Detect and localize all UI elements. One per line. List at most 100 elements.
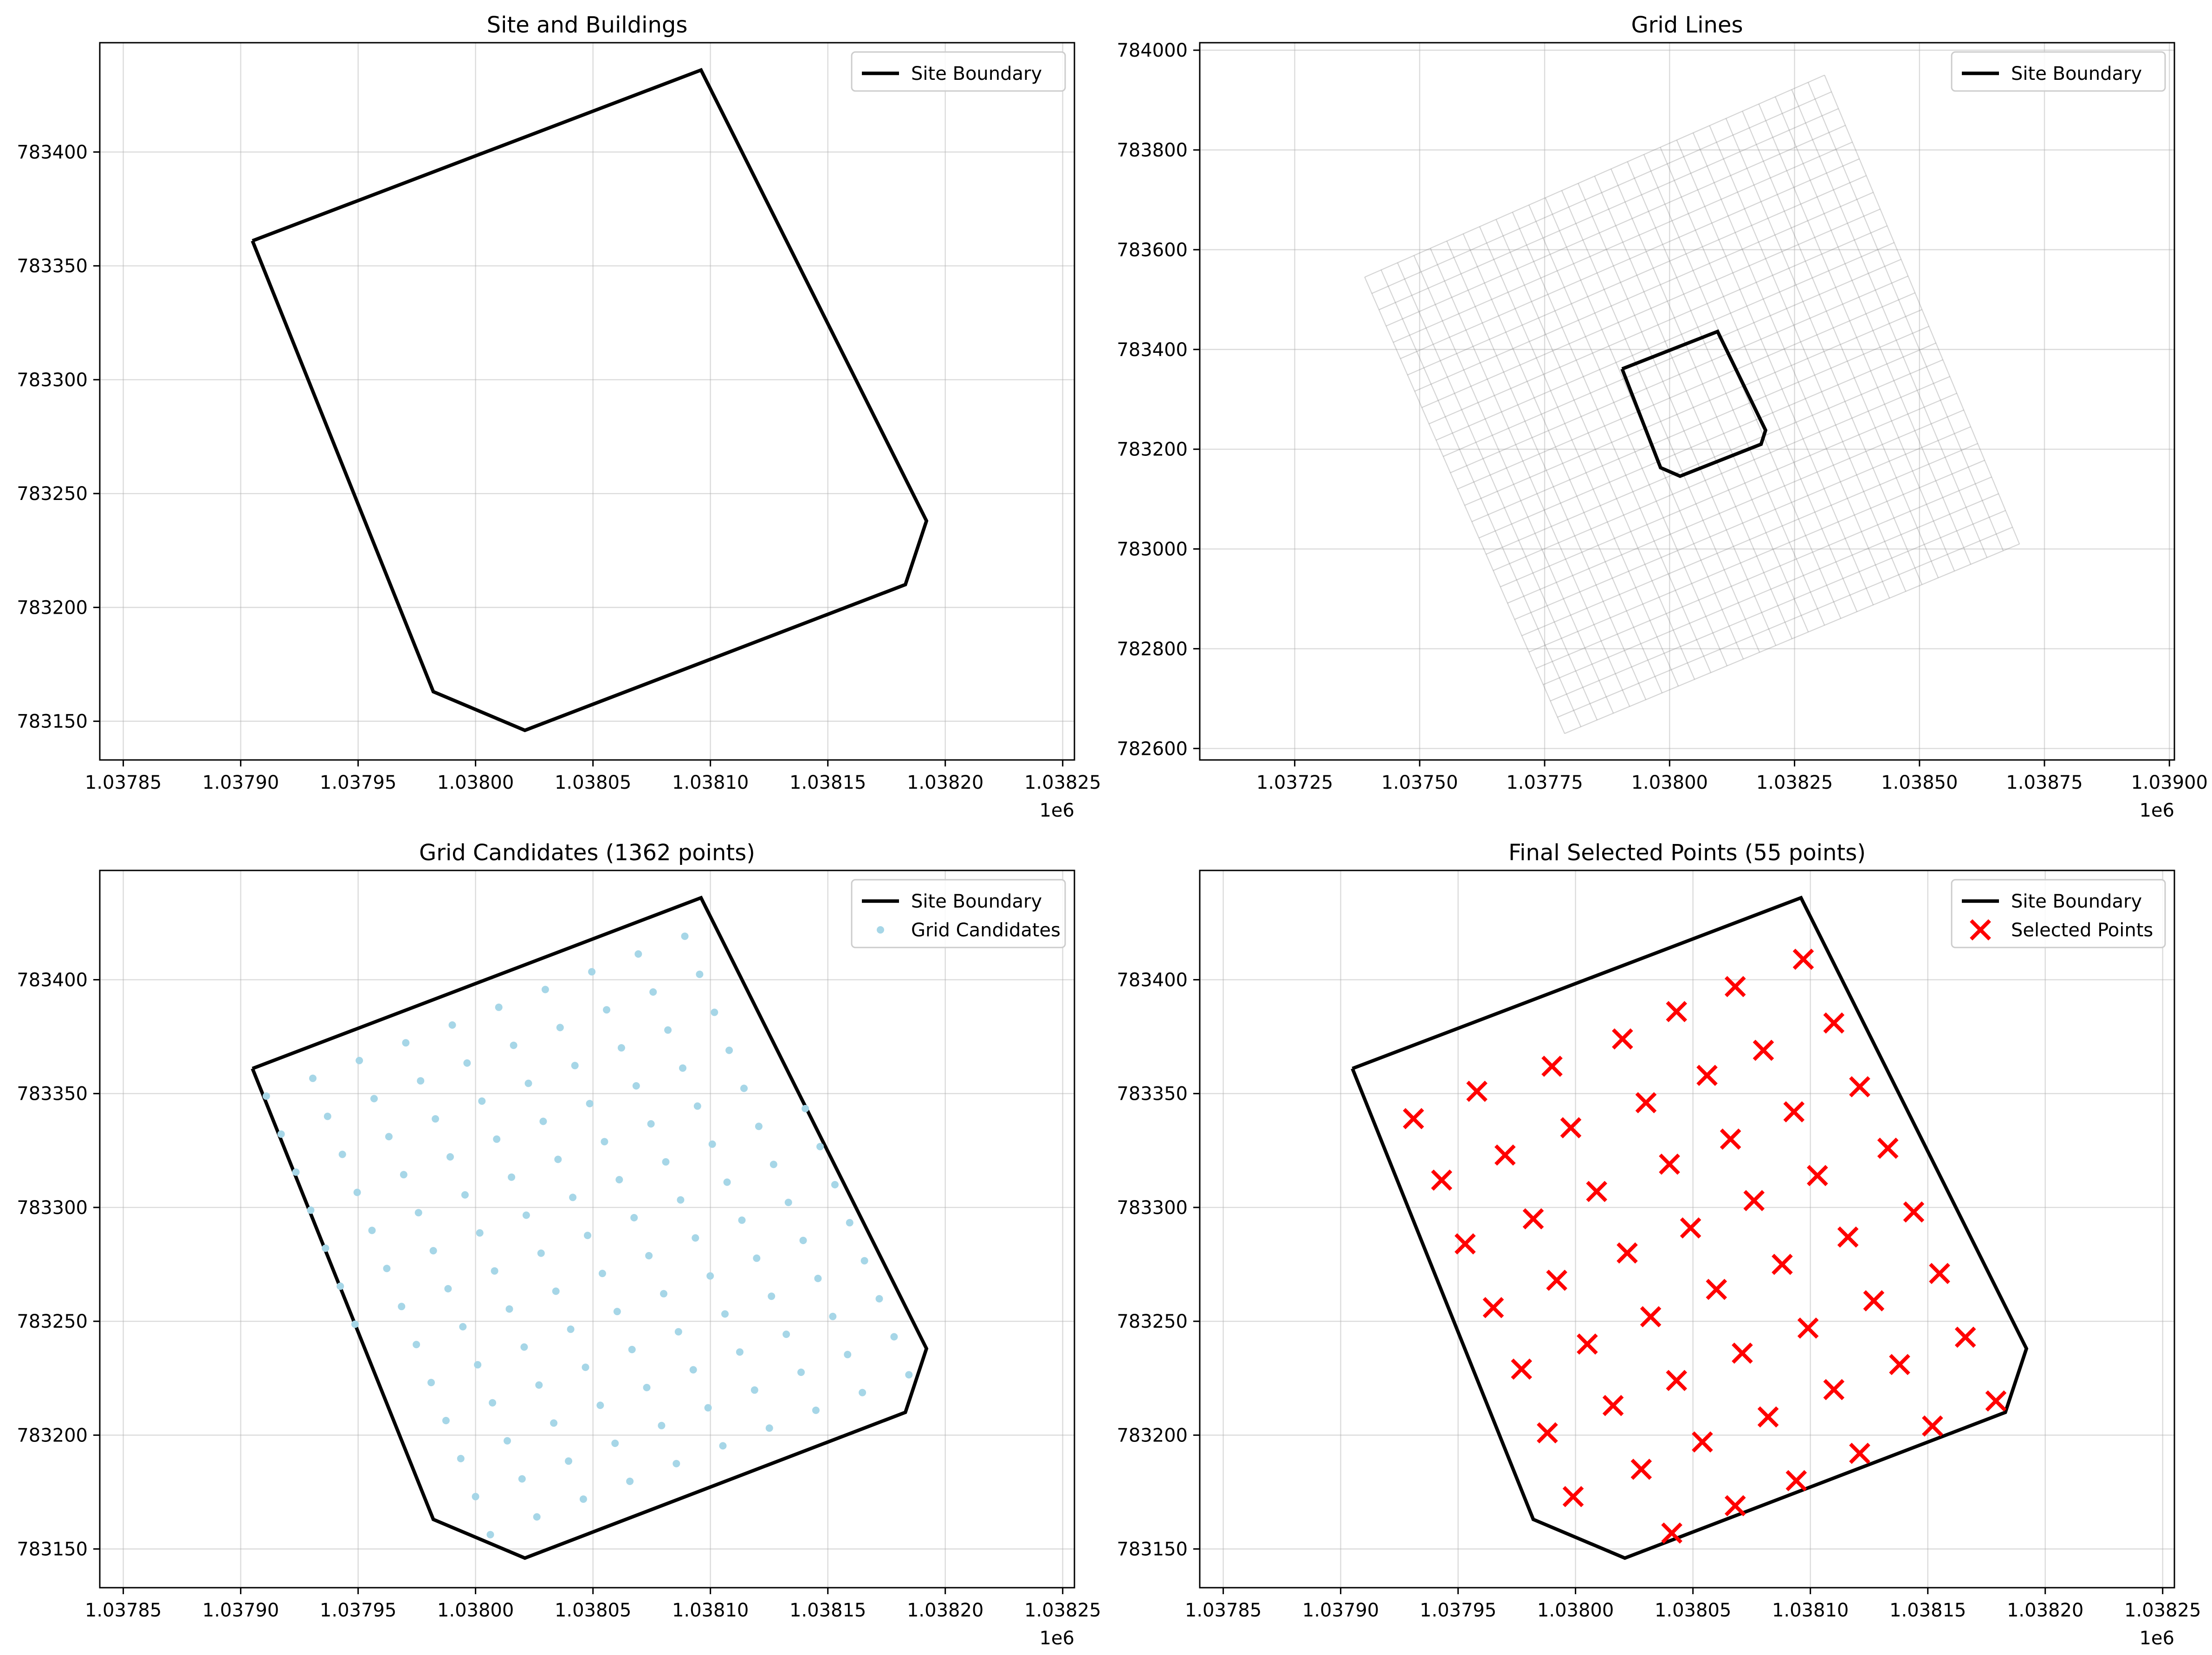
legend-label: Selected Points	[2011, 920, 2153, 941]
selected-point-41	[1929, 1263, 1950, 1284]
rotated-grid-line-a-14	[1594, 175, 1793, 639]
selected-point-50	[1724, 1495, 1746, 1517]
rotated-grid-line-a-18	[1660, 147, 1858, 612]
grid-candidate-point-93	[647, 1120, 655, 1128]
selected-point-51	[1785, 1470, 1807, 1492]
grid-candidate-point-56	[478, 1097, 486, 1105]
selected-point-stroke-b	[1659, 1153, 1680, 1175]
grid-candidate-point-96	[603, 1006, 610, 1014]
y-axis: 783150 783200 783250 783300 783350 783400	[1117, 969, 1200, 1560]
grid-candidate-point-77	[645, 1252, 653, 1259]
x-axis: 1.03725 1.03750 1.03775 1.03800 1.03825 1.038…	[1256, 760, 2208, 821]
selected-point-stroke-b	[1541, 1055, 1563, 1077]
rotated-grid-line-a-12	[1561, 190, 1760, 653]
grid-candidate-point-114	[814, 1274, 822, 1282]
selected-point-13	[1823, 1012, 1845, 1034]
rotated-grid-line-a-4	[1429, 248, 1630, 707]
legend-box	[1951, 51, 2166, 92]
x-offset-label: 1e6	[2139, 1628, 2174, 1649]
grid-candidate-point-2	[322, 1244, 330, 1252]
selected-point-stroke-b	[1807, 1165, 1828, 1187]
x-tick-label-3: 1.03800	[437, 772, 514, 793]
grid-candidate-point-36	[535, 1381, 543, 1389]
x-tick-label-4: 1.03805	[555, 772, 631, 793]
rotated-grid-line-a-21	[1709, 125, 1907, 592]
grid-candidate-point-48	[596, 1402, 604, 1409]
grid-candidate-point-109	[649, 988, 657, 996]
selected-point-stroke-b	[1985, 1390, 2007, 1412]
grid-candidate-point-103	[738, 1216, 746, 1224]
selected-point-19	[1783, 1101, 1805, 1123]
selected-point-49	[1661, 1522, 1682, 1544]
selected-point-5	[1724, 976, 1746, 997]
legend-item-0: Site Boundary	[1962, 891, 2142, 912]
grid-candidate-point-118	[755, 1123, 763, 1130]
selected-point-16	[1586, 1181, 1608, 1202]
grid-candidate-point-46	[626, 1477, 634, 1485]
grid-candidate-point-91	[677, 1196, 685, 1204]
subplot-grid-candidates: 1.03785 1.03790 1.03795 1.03800 1.03805 1.038…	[17, 840, 1101, 1649]
grid-candidate-point-45	[402, 1039, 410, 1047]
y-tick-label-6: 783800	[1117, 140, 1188, 161]
grid-candidate-point-90	[692, 1234, 699, 1242]
grid-candidate-point-9	[457, 1454, 465, 1462]
legend-item-0: Site Boundary	[1962, 63, 2142, 84]
grid-candidate-point-108	[664, 1026, 672, 1034]
rotated-grid-line-a-13	[1578, 183, 1777, 646]
grid-candidate-point-116	[784, 1199, 792, 1207]
selected-point-1	[1466, 1080, 1488, 1102]
y-tick-label-0: 782600	[1117, 738, 1188, 759]
grid-candidate-point-76	[660, 1290, 667, 1298]
selected-point-27	[1877, 1137, 1899, 1159]
grid-candidate-point-54	[508, 1173, 516, 1181]
legend-cross-swatch-b	[1970, 919, 1991, 941]
y-tick-label-2: 783000	[1117, 539, 1188, 560]
x-tick-label-6: 1.03815	[1889, 1600, 1966, 1621]
grid-candidate-point-89	[706, 1272, 714, 1280]
grid-candidate-point-74	[689, 1366, 697, 1374]
selected-point-stroke-b	[1757, 1406, 1779, 1428]
grid-candidate-point-97	[588, 968, 596, 976]
site-boundary-line	[251, 896, 929, 1560]
selected-point-stroke-b	[1837, 1226, 1859, 1248]
rotated-grid-line-b-21	[1514, 426, 1971, 620]
grid-candidate-point-14	[383, 1265, 391, 1272]
x-offset-label: 1e6	[1039, 800, 1074, 821]
selected-point-stroke-b	[1743, 1190, 1765, 1212]
rotated-grid-line-a-23	[1742, 111, 1939, 578]
grid-candidate-point-105	[708, 1140, 716, 1148]
grid-candidate-point-7	[486, 1531, 494, 1538]
selected-point-18	[1720, 1128, 1741, 1150]
rotated-grid-line-a-0	[1364, 277, 1565, 734]
grid-candidate-point-29	[400, 1171, 407, 1179]
legend-label: Grid Candidates	[911, 920, 1061, 941]
grid-candidate-point-106	[693, 1102, 701, 1110]
selected-point-6	[1792, 948, 1814, 970]
grid-candidate-point-68	[539, 1117, 547, 1125]
legend-box	[851, 51, 1066, 92]
grid-candidate-point-69	[524, 1079, 532, 1087]
grid-candidate-point-104	[723, 1178, 731, 1186]
rotated-grid-line-a-8	[1495, 219, 1695, 680]
selected-point-stroke-b	[1903, 1201, 1925, 1223]
grid-candidate-point-122	[696, 970, 704, 978]
grid-candidate-point-102	[753, 1254, 761, 1262]
selected-point-stroke-b	[1522, 1208, 1544, 1230]
grid-candidate-point-42	[446, 1153, 454, 1161]
legend-box	[851, 879, 1066, 948]
selected-point-45	[1757, 1406, 1779, 1428]
rotated-grid-line-b-24	[1536, 476, 1992, 669]
grid-candidate-point-49	[582, 1363, 589, 1371]
plot-area	[251, 896, 929, 1560]
site-boundary-line	[1620, 329, 1768, 478]
grid-candidate-point-82	[571, 1062, 579, 1070]
selected-point-stroke-b	[1720, 1128, 1741, 1150]
selected-point-44	[1692, 1431, 1713, 1453]
x-tick-label-5: 1.03850	[1881, 772, 1958, 793]
x-offset-label: 1e6	[2139, 800, 2174, 821]
grid-candidate-point-57	[463, 1059, 471, 1067]
y-axis: 783150 783200 783250 783300 783350 783400	[17, 142, 100, 733]
legend: Site Boundary Grid Candidates	[851, 879, 1066, 948]
selected-point-stroke-b	[1666, 1001, 1688, 1022]
grid-candidate-point-110	[634, 950, 642, 958]
